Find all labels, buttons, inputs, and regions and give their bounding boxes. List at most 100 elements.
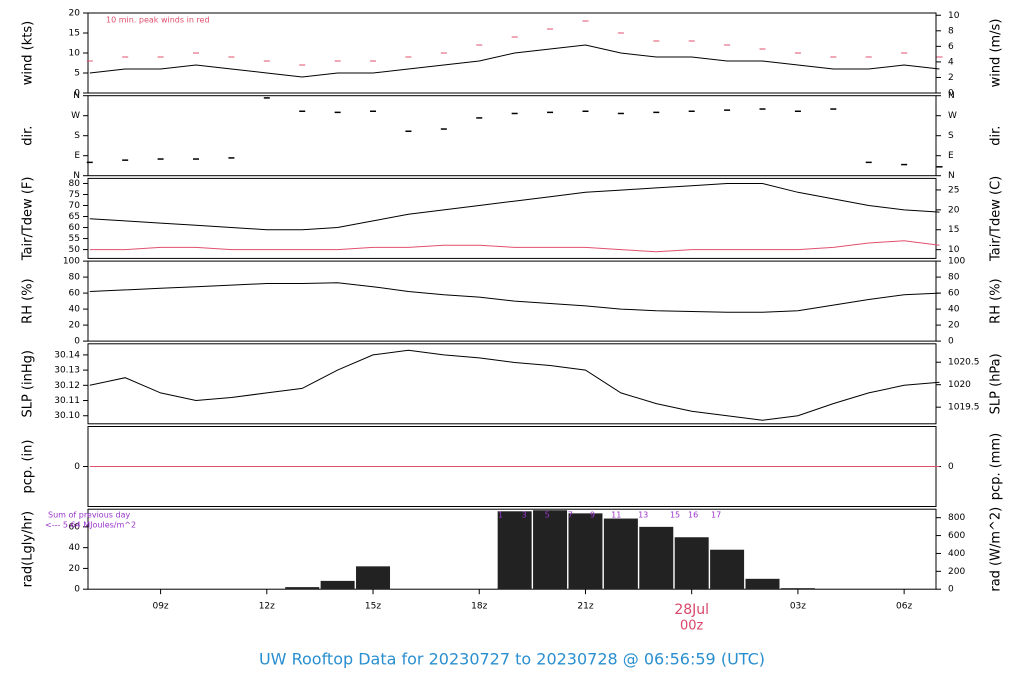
- y2-tick-label: W: [948, 111, 957, 121]
- y2-tick-label: 60: [948, 289, 960, 299]
- y-axis-label: RH (%): [21, 278, 36, 323]
- y-axis-label: Tair/Tdew (F): [21, 177, 36, 262]
- rad-bar: [780, 588, 815, 590]
- y-tick-label: 30.13: [54, 366, 80, 376]
- hour-label: 9: [590, 511, 595, 520]
- rad-bar: [533, 510, 568, 590]
- y-tick-label: 0: [74, 89, 80, 99]
- y-tick-label: 60: [69, 223, 81, 233]
- series-line: [89, 44, 940, 78]
- panel-frame: [87, 95, 937, 177]
- y2-tick-label: 15: [948, 225, 959, 235]
- y-tick-label: W: [71, 111, 80, 121]
- rad-bar: [603, 518, 638, 590]
- y-tick-label: 50: [69, 245, 81, 255]
- series-line: [89, 282, 940, 313]
- panel-frame: [87, 177, 937, 259]
- series-line: [89, 349, 940, 421]
- y2-tick-label: 0: [948, 89, 954, 99]
- y2-axis-label: Tair/Tdew (C): [989, 176, 1004, 262]
- y2-tick-label: 8: [948, 26, 954, 36]
- annotation: 10 min. peak winds in red: [106, 16, 210, 25]
- y2-tick-label: 40: [948, 305, 960, 315]
- y-tick-label: 60: [69, 289, 81, 299]
- rad-bar: [285, 587, 320, 590]
- y-tick-label: 30.11: [54, 396, 80, 406]
- hour-label: 7: [568, 511, 573, 520]
- y2-tick-label: 80: [948, 273, 960, 283]
- y2-tick-label: 20: [948, 205, 960, 215]
- series-line: [89, 240, 940, 253]
- hour-label: 13: [638, 511, 648, 520]
- y-tick-label: 100: [63, 257, 80, 267]
- y2-tick-label: E: [948, 151, 954, 161]
- rad-bar: [674, 537, 709, 590]
- y2-tick-label: 400: [948, 549, 965, 559]
- y2-tick-label: 1019.5: [948, 403, 980, 413]
- y-tick-label: 0: [74, 337, 80, 347]
- y2-tick-label: 800: [948, 513, 965, 523]
- y2-tick-label: 10: [948, 245, 960, 255]
- panel-frame: [87, 12, 937, 94]
- rad-bar: [356, 566, 391, 590]
- y-axis-label: dir.: [21, 126, 36, 146]
- date-label: 28Jul: [674, 602, 709, 618]
- hour-label: 15: [670, 511, 680, 520]
- y-tick-label: 30.10: [54, 411, 80, 421]
- y-tick-label: S: [74, 131, 80, 141]
- y2-tick-label: 100: [948, 257, 965, 267]
- y-axis-label: SLP (inHg): [21, 350, 36, 418]
- x-tick-label: 15z: [365, 602, 381, 612]
- y-tick-label: N: [73, 91, 80, 101]
- y-tick-label: 20: [69, 321, 81, 331]
- x-tick-label: 00z: [680, 619, 704, 634]
- y2-tick-label: 2: [948, 73, 954, 83]
- y2-axis-label: dir.: [989, 126, 1004, 146]
- y-tick-label: 20: [69, 564, 81, 574]
- y-tick-label: 30.12: [54, 381, 80, 391]
- rad-bar: [639, 526, 674, 590]
- y2-axis-label: RH (%): [989, 278, 1004, 323]
- y2-tick-label: S: [948, 131, 954, 141]
- footer-title: UW Rooftop Data for 20230727 to 20230728…: [259, 650, 765, 669]
- x-tick-label: 21z: [577, 602, 593, 612]
- y-tick-label: 80: [69, 179, 81, 189]
- hour-label: 17: [711, 511, 721, 520]
- y-tick-label: 80: [69, 273, 81, 283]
- rad-bar: [568, 513, 603, 590]
- y2-axis-label: rad (W/m^2): [989, 507, 1004, 592]
- hour-label: 16: [688, 511, 698, 520]
- y-tick-label: 5: [74, 69, 80, 79]
- y2-tick-label: 600: [948, 531, 965, 541]
- y-tick-label: 60: [69, 522, 81, 532]
- y-tick-label: 40: [69, 305, 81, 315]
- hour-label: 11: [611, 511, 621, 520]
- y-tick-label: E: [74, 151, 80, 161]
- series-line: [89, 183, 940, 231]
- y-tick-label: 70: [69, 201, 81, 211]
- y-axis-label: rad(Lgly/hr): [21, 511, 36, 587]
- y2-tick-label: 25: [948, 185, 959, 195]
- rad-bar: [745, 578, 780, 590]
- panel-frame: [87, 260, 937, 342]
- y2-tick-label: 4: [948, 57, 954, 67]
- y2-axis-label: pcp. (mm): [989, 433, 1004, 500]
- y-axis-label: wind (kts): [21, 21, 36, 85]
- y2-axis-label: wind (m/s): [989, 19, 1004, 88]
- y2-tick-label: 1020.5: [948, 358, 980, 368]
- y2-tick-label: N: [948, 171, 955, 181]
- y-tick-label: 30.14: [54, 350, 80, 360]
- panel-frame: [87, 343, 937, 425]
- y-tick-label: 15: [69, 29, 80, 39]
- y2-tick-label: 0: [948, 337, 954, 347]
- y-tick-label: 65: [69, 212, 80, 222]
- y2-tick-label: 200: [948, 567, 965, 577]
- y-tick-label: 55: [69, 234, 80, 244]
- x-tick-label: 06z: [896, 602, 912, 612]
- rad-bar: [710, 549, 745, 590]
- y-axis-label: pcp. (in): [21, 440, 36, 494]
- y-tick-label: 20: [69, 9, 81, 19]
- y-tick-label: 75: [69, 190, 80, 200]
- y2-tick-label: 6: [948, 42, 954, 52]
